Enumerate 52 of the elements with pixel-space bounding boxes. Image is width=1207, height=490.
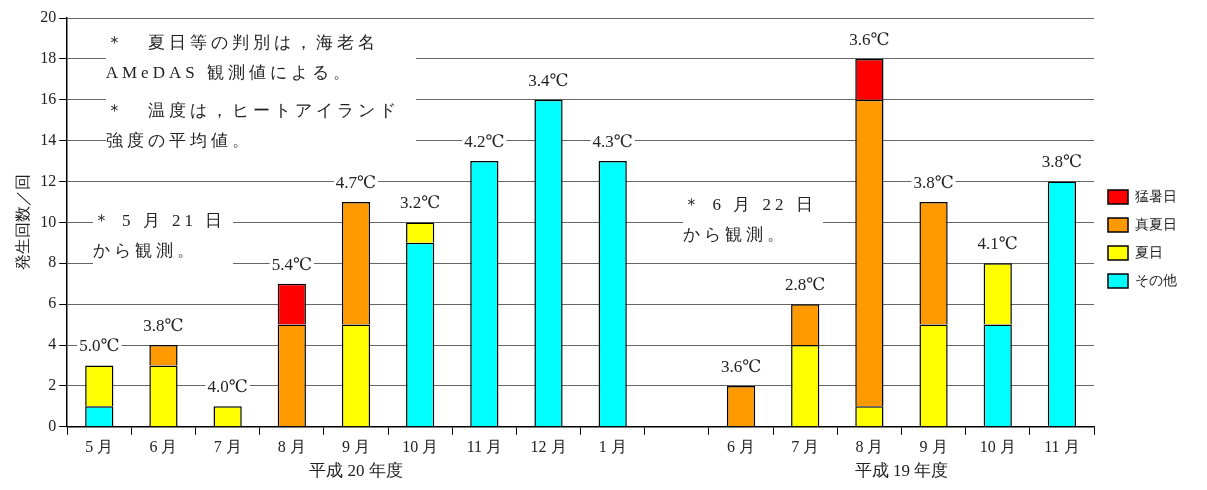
annotation: 4.1℃	[977, 234, 1018, 254]
y-tick-label: 4	[48, 335, 57, 353]
annotation: 5.4℃	[271, 254, 312, 274]
y-tick-label: 12	[40, 171, 57, 189]
x-tick-label: 7 月	[791, 437, 820, 455]
x-tick-label: 10 月	[402, 437, 439, 455]
legend-label: その他	[1135, 271, 1177, 288]
annotation: 3.8℃	[143, 316, 184, 336]
text: 平成 20 年度	[309, 459, 403, 482]
annotation: 2.8℃	[785, 275, 826, 295]
annotation: ＊ 温度は，ヒートアイランド強度の平均値。	[105, 95, 416, 156]
y-tick-label: 20	[40, 8, 57, 26]
x-tick-label: 8 月	[855, 437, 884, 455]
y-tick-label: 0	[48, 417, 57, 434]
annotation: 3.6℃	[720, 356, 762, 376]
x-tick-label: 12 月	[530, 437, 567, 455]
annotation: ＊ 夏日等の判別は，海老名 AMeDAS 観測値による。	[105, 28, 416, 89]
annotation: 3.6℃	[849, 29, 890, 49]
annotation: 4.3℃	[592, 132, 633, 152]
legend-label: 猛暑日	[1135, 187, 1177, 204]
annotation: 3.8℃	[1041, 152, 1083, 172]
annotation: 5.0℃	[79, 336, 120, 356]
legend-label: 真夏日	[1135, 215, 1177, 232]
y-tick-label: 10	[40, 212, 57, 230]
x-tick-label: 11 月	[466, 437, 503, 455]
annotation: 4.7℃	[335, 172, 377, 192]
x-tick-label: 11 月	[1044, 437, 1080, 455]
text: 平成 19 年度	[854, 459, 949, 482]
y-tick-label: 18	[40, 49, 57, 67]
annotation: ＊ 6 月 22 日から観測。	[683, 189, 824, 250]
x-tick-label: 9 月	[341, 437, 370, 455]
annotation: 4.0℃	[207, 377, 248, 397]
y-axis-title: 発生回数／回	[13, 174, 31, 271]
y-tick-label: 8	[48, 253, 57, 271]
annotation: 4.2℃	[464, 132, 505, 152]
x-tick-label: 6 月	[149, 437, 178, 455]
y-tick-label: 16	[40, 89, 57, 107]
annotation: 3.8℃	[913, 172, 954, 192]
x-tick-label: 6 月	[727, 437, 756, 455]
y-tick-label: 6	[48, 294, 57, 312]
x-tick-label: 9 月	[919, 437, 948, 455]
annotation: 3.4℃	[528, 70, 569, 90]
x-tick-label: 10 月	[979, 437, 1016, 455]
annotation: ＊ 5 月 21 日から観測。	[92, 206, 233, 267]
x-tick-label: 5 月	[85, 437, 114, 455]
legend-label: 夏日	[1135, 243, 1163, 260]
annotation: 3.2℃	[400, 193, 441, 213]
x-tick-label: 8 月	[277, 437, 306, 455]
y-tick-label: 2	[48, 376, 57, 394]
x-tick-label: 7 月	[213, 437, 242, 455]
x-tick-label: 1 月	[598, 437, 627, 455]
y-tick-label: 14	[40, 130, 57, 148]
